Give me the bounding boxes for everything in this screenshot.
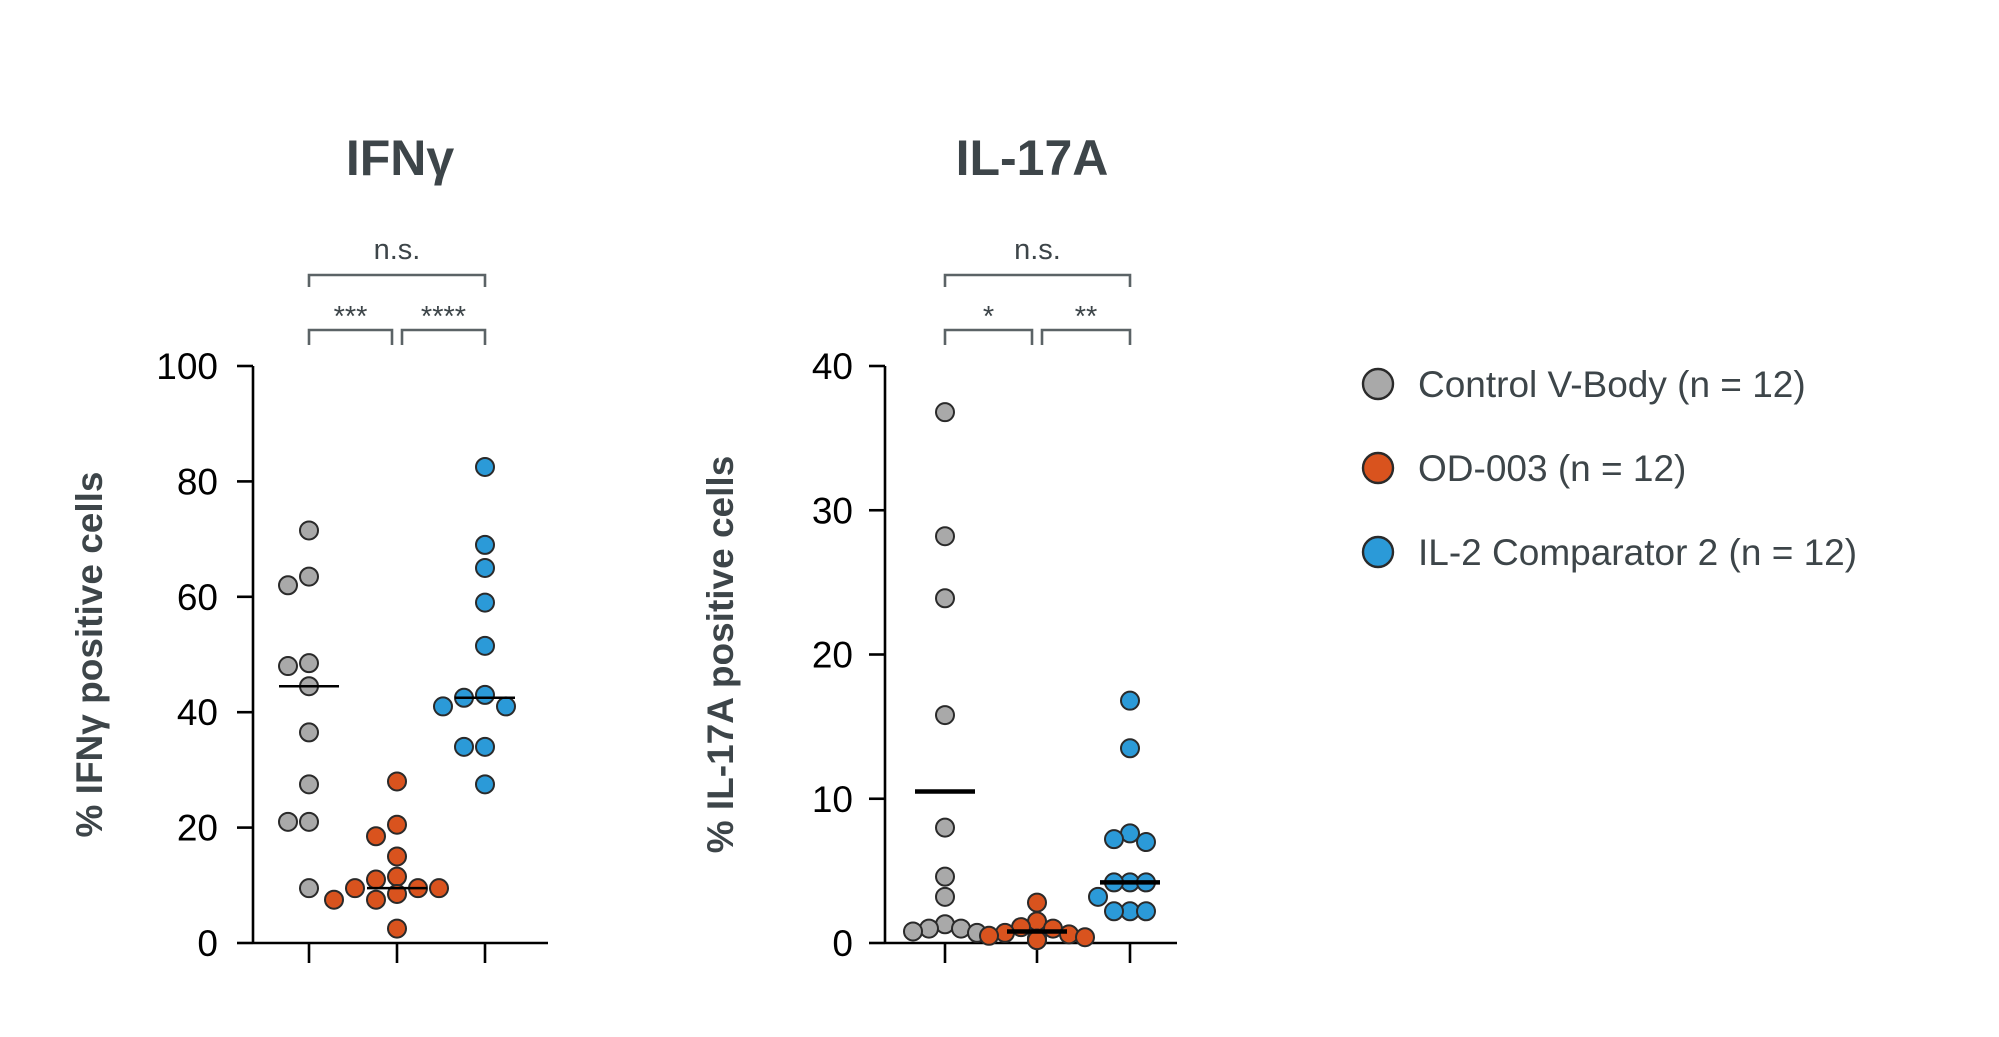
data-point (1027, 930, 1047, 951)
data-point (387, 771, 407, 792)
data-point (475, 736, 495, 757)
significance-label: **** (421, 301, 466, 333)
ifng-panel: IFNγ % IFNγ positive cells 0 20 40 60 80 100 ***… (69, 130, 548, 964)
data-point (903, 921, 923, 942)
legend-label: IL-2 Comparator 2 (n = 12) (1418, 532, 1857, 573)
data-point (475, 635, 495, 656)
data-point (299, 653, 319, 674)
legend: Control V-Body (n = 12) OD-003 (n = 12) IL… (1361, 364, 1857, 573)
data-point (387, 846, 407, 867)
data-point (366, 889, 386, 910)
data-point (475, 456, 495, 477)
data-point (919, 918, 939, 939)
significance-bracket (943, 328, 1034, 345)
significance-bracket (943, 273, 1132, 287)
data-point (935, 402, 955, 423)
data-point (935, 817, 955, 838)
data-point (935, 705, 955, 726)
data-point (1075, 927, 1095, 948)
y-tick-label: 0 (197, 923, 218, 964)
data-point (366, 826, 386, 847)
data-point (324, 889, 344, 910)
y-tick-label: 20 (177, 808, 218, 849)
data-point (979, 925, 999, 946)
y-tick-label: 30 (812, 490, 853, 531)
significance-label: n.s. (1014, 234, 1061, 266)
significance-label: *** (334, 301, 368, 333)
y-tick-label: 40 (812, 346, 853, 387)
legend-label: Control V-Body (n = 12) (1418, 364, 1806, 405)
significance-bracket (1040, 328, 1132, 345)
data-point (299, 878, 319, 899)
legend-marker (1361, 451, 1395, 485)
chart-title: IFNγ (346, 130, 455, 186)
data-point (475, 534, 495, 555)
y-tick-label: 0 (832, 923, 853, 964)
chart-title: IL-17A (956, 130, 1109, 186)
data-point (278, 575, 298, 596)
data-point (475, 592, 495, 613)
significance-label: n.s. (374, 234, 421, 266)
data-point (299, 520, 319, 541)
y-axis-title: % IFNγ positive cells (69, 471, 110, 837)
y-tick-label: 10 (812, 779, 853, 820)
significance-label: ** (1075, 301, 1098, 333)
data-point (345, 878, 365, 899)
significance-bracket (400, 328, 487, 345)
y-tick-label: 100 (156, 346, 218, 387)
data-point (475, 557, 495, 578)
data-point (366, 869, 386, 890)
data-point (299, 722, 319, 743)
data-point (1136, 832, 1156, 853)
data-point (429, 878, 449, 899)
significance-bracket (307, 328, 394, 345)
data-point (935, 886, 955, 907)
data-point (387, 918, 407, 939)
data-point (935, 866, 955, 887)
data-point (1027, 892, 1047, 913)
y-tick-label: 80 (177, 461, 218, 502)
data-point (387, 883, 407, 904)
y-axis-title: % IL-17A positive cells (700, 456, 741, 854)
legend-marker (1361, 535, 1395, 569)
data-point (475, 774, 495, 795)
data-point (278, 656, 298, 677)
legend-label: OD-003 (n = 12) (1418, 448, 1686, 489)
legend-marker (1361, 367, 1395, 401)
data-point (1136, 901, 1156, 922)
y-tick-label: 20 (812, 635, 853, 676)
data-point (496, 696, 516, 717)
data-point (935, 526, 955, 547)
data-point (387, 866, 407, 887)
data-point (1120, 690, 1140, 711)
data-point (387, 814, 407, 835)
data-point (1059, 924, 1079, 945)
data-point (299, 774, 319, 795)
data-point (475, 684, 495, 705)
data-point (278, 811, 298, 832)
data-point (1104, 901, 1124, 922)
y-tick-label: 60 (177, 577, 218, 618)
data-point (1104, 829, 1124, 850)
data-point (935, 588, 955, 609)
significance-bracket (307, 273, 487, 287)
data-point (1120, 738, 1140, 759)
data-point (1088, 886, 1108, 907)
y-tick-label: 40 (177, 692, 218, 733)
data-point (299, 566, 319, 587)
data-point (433, 696, 453, 717)
significance-label: * (983, 301, 994, 333)
data-point (299, 811, 319, 832)
data-point (454, 736, 474, 757)
